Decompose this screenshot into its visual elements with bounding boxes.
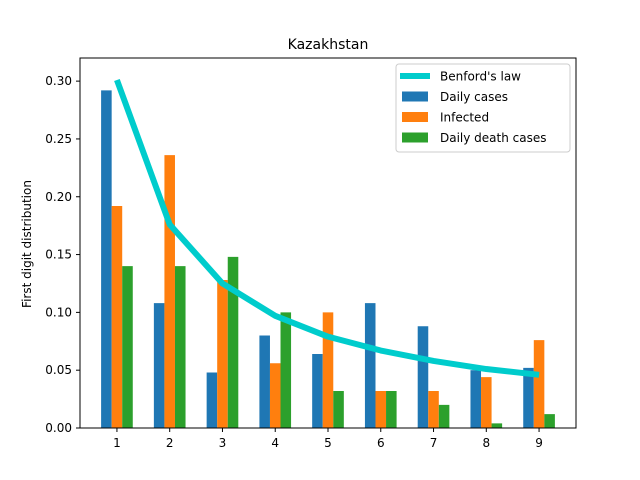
- y-tick-label-0.25: 0.25: [45, 132, 72, 146]
- x-tick-label-2: 2: [166, 436, 174, 450]
- bar-infected-9: [533, 340, 545, 428]
- bar-infected-7: [428, 391, 439, 428]
- bar-infected-6: [375, 391, 387, 428]
- bar-infected-5: [322, 312, 334, 428]
- legend-swatch-infected: [402, 112, 428, 122]
- bars-layer: [101, 90, 555, 428]
- bar-daily-cases-2: [153, 303, 165, 428]
- x-tick-label-8: 8: [482, 436, 490, 450]
- legend-swatch-daily-death-cases: [402, 132, 428, 143]
- y-tick-label-0.00: 0.00: [45, 421, 72, 435]
- y-tick-label-0.10: 0.10: [45, 305, 72, 319]
- y-axis-label: First digit distribution: [20, 180, 34, 308]
- bar-daily-cases-8: [470, 370, 482, 428]
- bar-daily-cases-5: [312, 354, 323, 428]
- x-tick-label-9: 9: [535, 436, 543, 450]
- bar-daily-death-cases-5: [333, 391, 344, 428]
- bar-infected-8: [481, 377, 492, 428]
- bar-daily-death-cases-9: [544, 414, 555, 428]
- bar-infected-1: [111, 206, 123, 428]
- y-tick-label-0.20: 0.20: [45, 190, 72, 204]
- legend-label-daily-cases: Daily cases: [440, 90, 508, 104]
- bar-daily-cases-3: [206, 372, 218, 428]
- legend-label-daily-death-cases: Daily death cases: [440, 131, 547, 145]
- bar-daily-death-cases-4: [280, 312, 292, 428]
- bar-daily-cases-1: [101, 90, 112, 428]
- bar-daily-death-cases-8: [491, 423, 503, 428]
- legend-label-benford-s-law: Benford's law: [440, 70, 521, 84]
- x-tick-label-5: 5: [324, 436, 332, 450]
- x-tick-label-3: 3: [219, 436, 227, 450]
- bar-daily-death-cases-7: [438, 404, 450, 428]
- x-tick-label-6: 6: [377, 436, 385, 450]
- bar-daily-death-cases-1: [122, 266, 133, 428]
- y-tick-label-0.05: 0.05: [45, 363, 72, 377]
- y-tick-label-0.30: 0.30: [45, 74, 72, 88]
- axes: 1 2 3 4 5 6 7 8 9 0.00 0.05 0.10 0.15 0.20 0.25 0.30: [45, 57, 577, 450]
- x-tick-label-1: 1: [113, 436, 121, 450]
- benford-line-layer: [114, 78, 540, 378]
- bar-daily-cases-6: [364, 303, 376, 428]
- bar-daily-cases-4: [259, 335, 270, 428]
- chart-title: Kazakhstan: [288, 37, 369, 53]
- legend-box: [395, 63, 571, 153]
- bar-daily-cases-7: [417, 326, 429, 428]
- bar-infected-2: [164, 155, 175, 428]
- bar-daily-death-cases-3: [227, 256, 239, 428]
- bar-daily-death-cases-6: [386, 391, 397, 428]
- bar-infected-4: [269, 363, 281, 428]
- legend-swatch-daily-cases: [402, 91, 428, 102]
- x-tick-label-7: 7: [430, 436, 438, 450]
- bar-daily-death-cases-2: [174, 266, 186, 428]
- x-tick-label-4: 4: [271, 436, 279, 450]
- bar-daily-cases-9: [523, 367, 534, 428]
- benford-line: [114, 78, 540, 378]
- bar-infected-3: [217, 280, 228, 428]
- legend-label-infected: Infected: [440, 111, 489, 125]
- legend: Benford's law Daily cases Infected Daily de…: [395, 63, 571, 153]
- y-tick-label-0.15: 0.15: [45, 248, 72, 262]
